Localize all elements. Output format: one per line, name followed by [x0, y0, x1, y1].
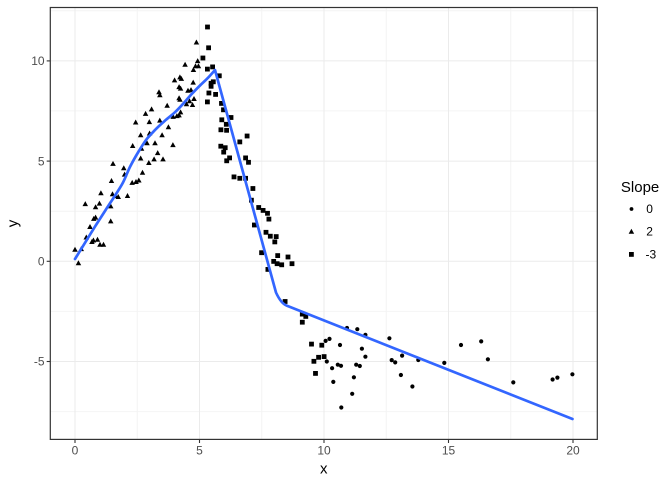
svg-text:10: 10: [31, 54, 45, 68]
svg-text:-5: -5: [34, 355, 45, 369]
svg-text:10: 10: [317, 444, 331, 458]
svg-text:x: x: [320, 461, 328, 478]
svg-text:y: y: [5, 219, 22, 227]
svg-text:20: 20: [566, 444, 580, 458]
svg-text:2: 2: [646, 225, 653, 239]
svg-text:-3: -3: [646, 248, 657, 262]
svg-text:5: 5: [196, 444, 203, 458]
svg-text:5: 5: [38, 154, 45, 168]
svg-text:0: 0: [646, 202, 653, 216]
svg-text:Slope: Slope: [621, 179, 659, 196]
svg-text:0: 0: [38, 255, 45, 269]
svg-text:15: 15: [442, 444, 456, 458]
svg-text:0: 0: [72, 444, 79, 458]
